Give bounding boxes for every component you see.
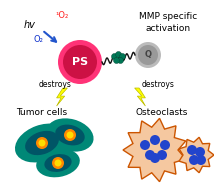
Ellipse shape (25, 131, 59, 155)
Circle shape (55, 160, 61, 167)
Circle shape (113, 57, 119, 64)
Circle shape (145, 150, 155, 160)
Polygon shape (56, 88, 67, 106)
Circle shape (150, 153, 160, 163)
Ellipse shape (15, 124, 69, 162)
Circle shape (63, 45, 97, 79)
Circle shape (67, 132, 73, 139)
Circle shape (36, 137, 48, 149)
Circle shape (140, 140, 150, 150)
Polygon shape (135, 88, 145, 106)
Text: Osteoclasts: Osteoclasts (136, 108, 188, 117)
Text: MMP specific
activation: MMP specific activation (139, 12, 197, 33)
Circle shape (138, 45, 158, 65)
Circle shape (135, 42, 161, 68)
Circle shape (196, 155, 206, 165)
Circle shape (187, 145, 197, 155)
Text: O₂: O₂ (33, 35, 43, 44)
Ellipse shape (36, 149, 80, 177)
Text: destroys: destroys (39, 80, 71, 89)
Text: ¹O₂: ¹O₂ (55, 11, 69, 20)
Circle shape (111, 53, 117, 60)
Circle shape (150, 135, 160, 145)
Ellipse shape (46, 118, 94, 152)
Polygon shape (179, 137, 214, 173)
Circle shape (52, 157, 64, 169)
Text: Tumor cells: Tumor cells (16, 108, 68, 117)
Circle shape (119, 53, 125, 60)
Circle shape (117, 57, 123, 64)
Circle shape (160, 140, 170, 150)
Text: destroys: destroys (142, 80, 174, 89)
Polygon shape (123, 118, 186, 182)
Circle shape (116, 51, 122, 57)
Text: Q: Q (144, 50, 152, 60)
Circle shape (189, 155, 199, 165)
Circle shape (64, 129, 76, 141)
Circle shape (39, 139, 46, 146)
Ellipse shape (55, 125, 85, 145)
Circle shape (58, 40, 102, 84)
Text: hv: hv (24, 20, 36, 30)
Ellipse shape (44, 154, 72, 172)
Text: PS: PS (72, 57, 88, 67)
Circle shape (157, 150, 167, 160)
Circle shape (195, 147, 205, 157)
